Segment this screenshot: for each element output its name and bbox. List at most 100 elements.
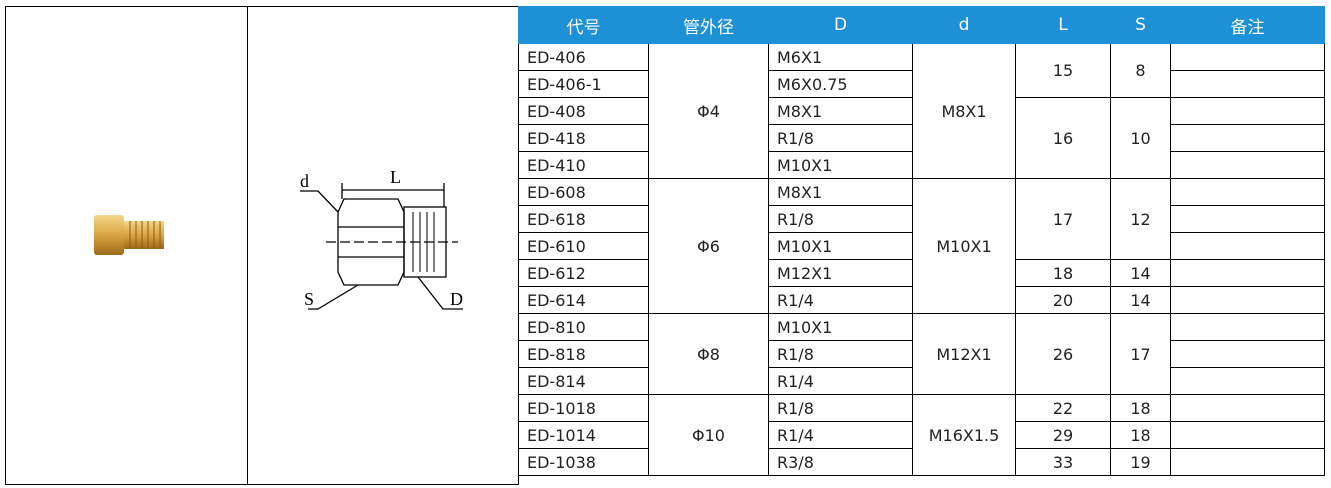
cell-outer: Φ10 xyxy=(648,394,769,476)
cell-code: ED-610 xyxy=(518,232,649,260)
table-row: ED-418 R1/8 xyxy=(518,124,1325,152)
cell-l: 18 xyxy=(1015,259,1111,287)
cell-d: R1/8 xyxy=(768,394,913,422)
header-cell: 管外径 xyxy=(648,6,769,44)
table-row: ED-1038 R3/8 33 19 xyxy=(518,448,1325,476)
cell-d: M8X1 xyxy=(912,43,1016,179)
table-row: ED-410 M10X1 xyxy=(518,151,1325,179)
remark-cell xyxy=(1170,124,1325,152)
header-cell: 备注 xyxy=(1170,6,1325,44)
cell-s: 14 xyxy=(1110,286,1171,314)
table-row: ED-814 R1/4 xyxy=(518,367,1325,395)
cell-s: 8 xyxy=(1110,43,1171,98)
remark-cell xyxy=(1170,394,1325,422)
table-row: ED-408 M8X1 16 10 xyxy=(518,97,1325,179)
cell-s: 18 xyxy=(1110,421,1171,449)
remark-cell xyxy=(1170,232,1325,260)
table-row: ED-608 Φ6 M8X1 M10X1 17 12 xyxy=(518,178,1325,314)
cell-d: M10X1 xyxy=(768,313,913,341)
table-row: ED-1014 R1/4 29 18 xyxy=(518,421,1325,449)
table-row: ED-406-1 M6X0.75 xyxy=(518,70,1325,98)
cell-d: R1/4 xyxy=(768,421,913,449)
header-cell: S xyxy=(1110,6,1171,44)
remark-cell xyxy=(1170,97,1325,125)
cell-code: ED-608 xyxy=(518,178,649,206)
remark-cell xyxy=(1170,313,1325,341)
cell-code: ED-410 xyxy=(518,151,649,179)
cell-code: ED-818 xyxy=(518,340,649,368)
cell-d: M10X1 xyxy=(768,151,913,179)
cell-d: R1/4 xyxy=(768,367,913,395)
remark-cell xyxy=(1170,286,1325,314)
cell-code: ED-612 xyxy=(518,259,649,287)
diagram-label: S xyxy=(304,289,314,309)
cell-code: ED-810 xyxy=(518,313,649,341)
cell-d: M8X1 xyxy=(768,178,913,206)
cell-s: 14 xyxy=(1110,259,1171,287)
table-row: ED-406 Φ4 M6X1 M8X1 15 8 xyxy=(518,43,1325,179)
cell-d: M10X1 xyxy=(912,178,1016,314)
table-row: ED-618 R1/8 xyxy=(518,205,1325,233)
table-row: ED-614 R1/4 20 14 xyxy=(518,286,1325,314)
cell-code: ED-1018 xyxy=(518,394,649,422)
cell-code: ED-1038 xyxy=(518,448,649,476)
cell-code: ED-406 xyxy=(518,43,649,71)
cell-l: 33 xyxy=(1015,448,1111,476)
diagram-label: L xyxy=(390,167,401,187)
diagram-label: D xyxy=(450,289,463,309)
cell-outer: Φ6 xyxy=(648,178,769,314)
cell-l: 15 xyxy=(1015,43,1111,98)
remark-cell xyxy=(1170,70,1325,98)
diagram-label: d xyxy=(300,171,309,191)
cell-d: M6X1 xyxy=(768,43,913,71)
cell-l: 17 xyxy=(1015,178,1111,260)
cell-code: ED-408 xyxy=(518,97,649,125)
product-photo xyxy=(94,215,164,255)
header-cell: L xyxy=(1015,6,1111,44)
cell-l: 22 xyxy=(1015,394,1111,422)
remark-cell xyxy=(1170,367,1325,395)
cell-d: M12X1 xyxy=(768,259,913,287)
cell-d: M6X0.75 xyxy=(768,70,913,98)
remark-cell xyxy=(1170,340,1325,368)
cell-d: M8X1 xyxy=(768,97,913,125)
photo-cell xyxy=(5,6,248,485)
table-row: ED-810 Φ8 M10X1 M12X1 26 17 xyxy=(518,313,1325,395)
cell-outer: Φ8 xyxy=(648,313,769,395)
cell-s: 17 xyxy=(1110,313,1171,395)
cell-d: M12X1 xyxy=(912,313,1016,395)
cell-d: R1/4 xyxy=(768,286,913,314)
table-body: ED-406 Φ4 M6X1 M8X1 15 8 ED-406-1 M6X0.75 ED-408… xyxy=(518,43,1325,476)
header-cell: 代号 xyxy=(518,6,649,44)
diagram-cell: d L S D xyxy=(247,6,519,485)
cell-l: 16 xyxy=(1015,97,1111,179)
cell-s: 10 xyxy=(1110,97,1171,179)
remark-cell xyxy=(1170,259,1325,287)
cell-d: M10X1 xyxy=(768,232,913,260)
cell-d: R1/8 xyxy=(768,124,913,152)
header-cell: D xyxy=(768,6,913,44)
cell-code: ED-814 xyxy=(518,367,649,395)
cell-s: 12 xyxy=(1110,178,1171,260)
cell-code: ED-618 xyxy=(518,205,649,233)
cell-l: 20 xyxy=(1015,286,1111,314)
remark-cell xyxy=(1170,205,1325,233)
cell-s: 19 xyxy=(1110,448,1171,476)
table-row: ED-1018 Φ10 R1/8 M16X1.5 22 18 xyxy=(518,394,1325,476)
cell-code: ED-406-1 xyxy=(518,70,649,98)
remark-cell xyxy=(1170,178,1325,206)
cell-l: 26 xyxy=(1015,313,1111,395)
cell-d: R3/8 xyxy=(768,448,913,476)
cell-code: ED-614 xyxy=(518,286,649,314)
header-cell: d xyxy=(912,6,1016,44)
dimension-diagram: d L S D xyxy=(300,167,463,310)
cell-code: ED-418 xyxy=(518,124,649,152)
table-row: ED-610 M10X1 xyxy=(518,232,1325,260)
cell-d: M16X1.5 xyxy=(912,394,1016,476)
cell-code: ED-1014 xyxy=(518,421,649,449)
table-row: ED-612 M12X1 18 14 xyxy=(518,259,1325,287)
remark-cell xyxy=(1170,43,1325,71)
